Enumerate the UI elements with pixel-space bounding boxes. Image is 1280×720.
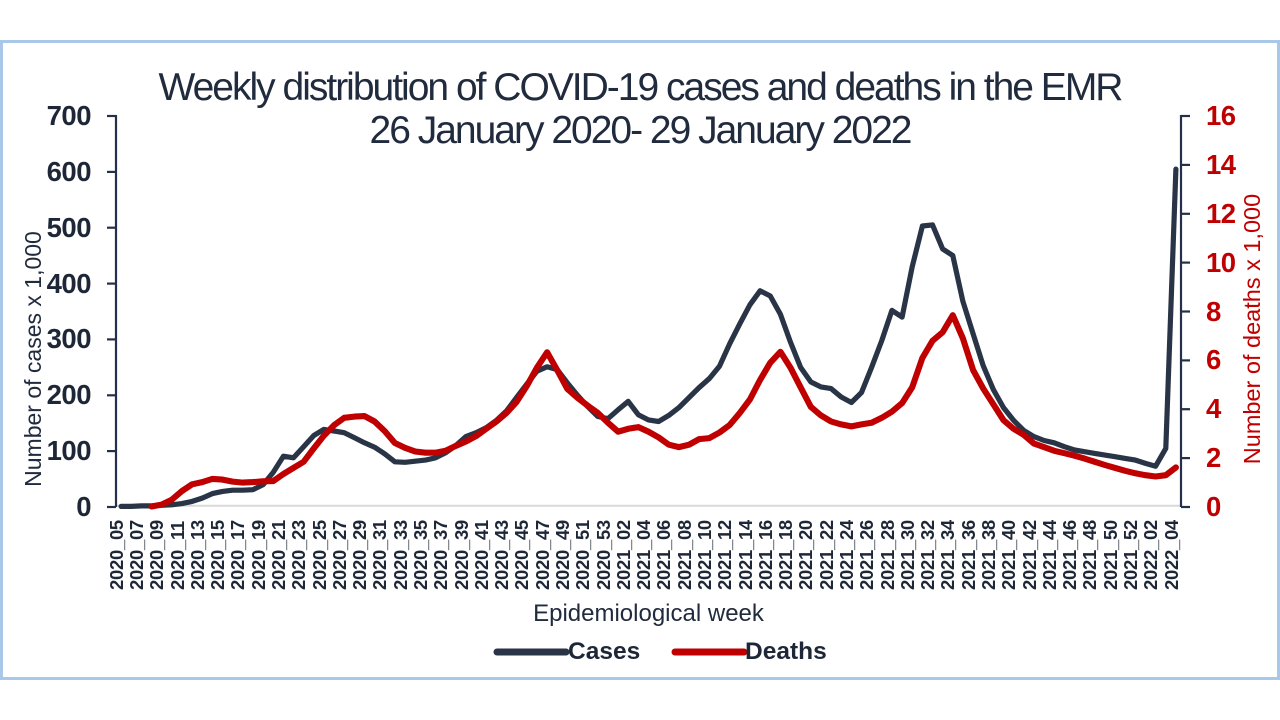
svg-text:Number of deaths x 1,000: Number of deaths x 1,000 xyxy=(1239,194,1265,464)
svg-text:Number of cases x 1,000: Number of cases x 1,000 xyxy=(20,231,46,487)
